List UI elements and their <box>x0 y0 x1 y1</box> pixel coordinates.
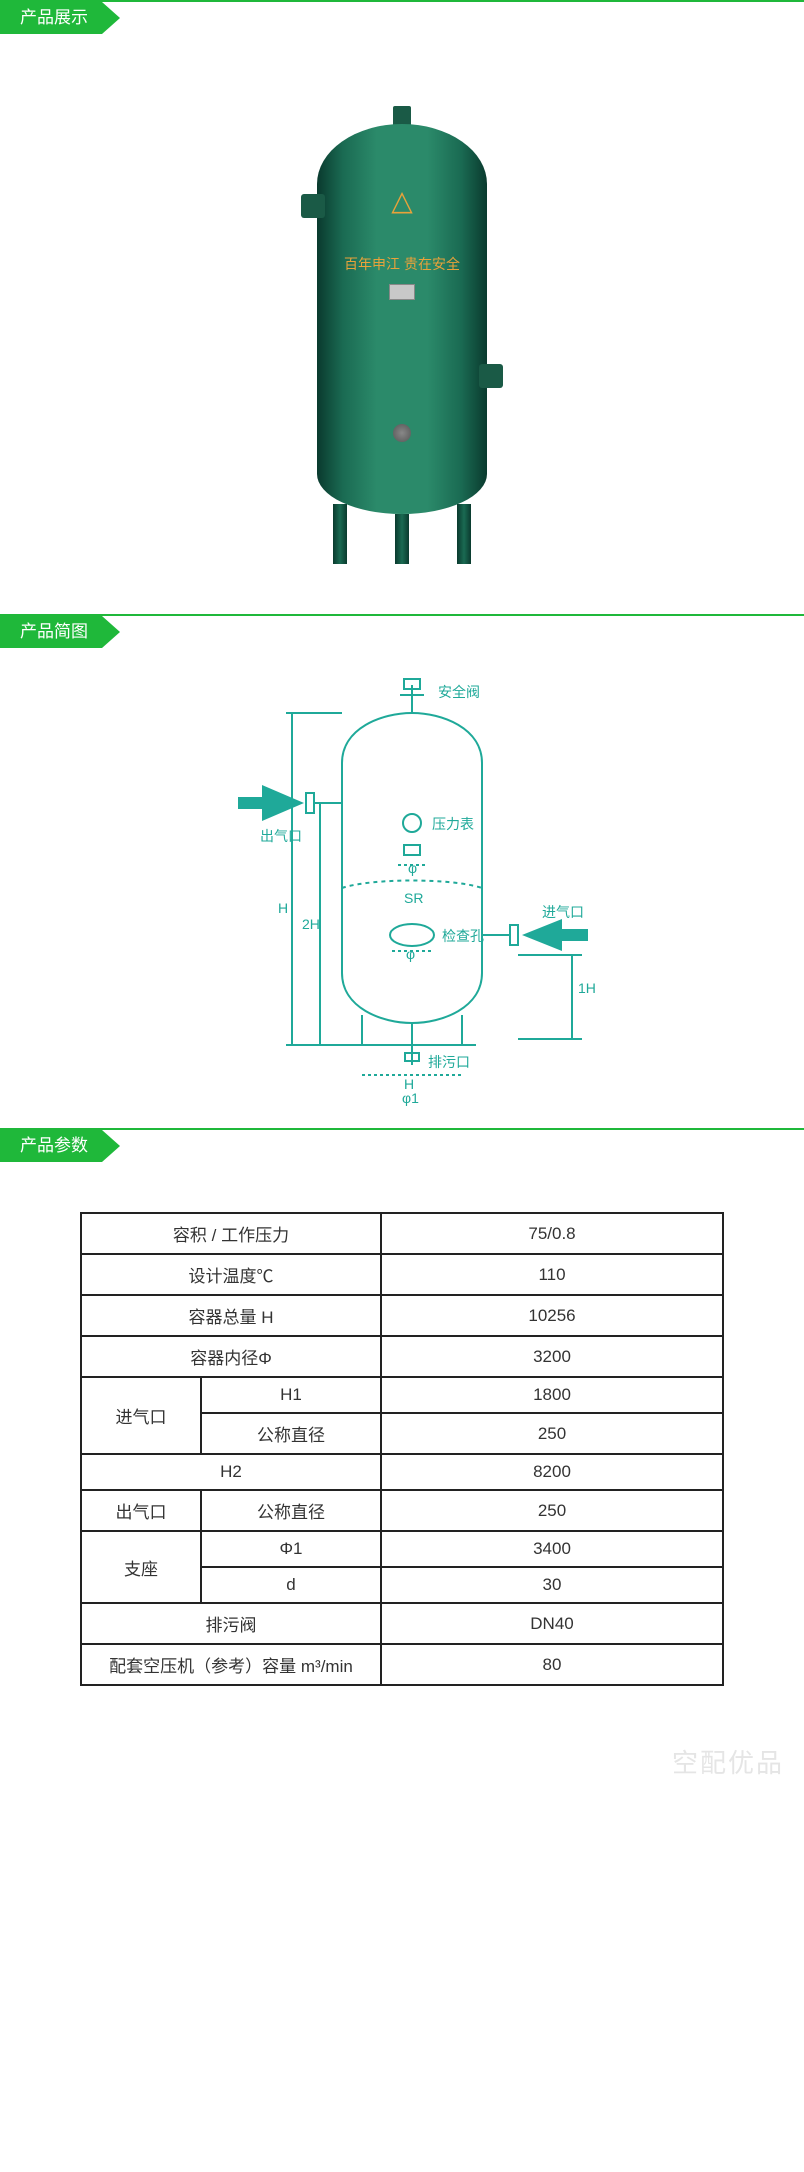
spec-value: 8200 <box>381 1454 723 1490</box>
header-accent <box>0 2 10 34</box>
header-chevron <box>102 616 120 648</box>
product-showcase-area: △ 百年申江 贵在安全 <box>0 44 804 614</box>
spec-sub: d <box>201 1567 381 1603</box>
spec-label: 设计温度℃ <box>81 1254 381 1295</box>
spec-label: 容器内径Φ <box>81 1336 381 1377</box>
label-sr: SR <box>404 890 423 906</box>
label-phi-small: φ <box>408 860 417 876</box>
spec-value: 80 <box>381 1644 723 1685</box>
table-row: 出气口公称直径250 <box>81 1490 723 1531</box>
tank-flange-left <box>301 194 325 218</box>
tank-leg-mid <box>395 514 409 564</box>
spec-value: DN40 <box>381 1603 723 1644</box>
spec-group: 出气口 <box>81 1490 201 1531</box>
spec-value: 3200 <box>381 1336 723 1377</box>
watermark-area: 空配优品 <box>0 1746 804 1786</box>
tank-nameplate <box>389 284 415 300</box>
spec-value: 10256 <box>381 1295 723 1336</box>
header-label-wrap: 产品参数 <box>10 1130 120 1162</box>
section-title: 产品展示 <box>10 2 102 34</box>
spec-group: 支座 <box>81 1531 201 1603</box>
table-row: 排污阀DN40 <box>81 1603 723 1644</box>
label-phi-hole: φ <box>406 946 415 962</box>
label-pressure-gauge: 压力表 <box>432 816 474 832</box>
table-row: 容器内径Φ3200 <box>81 1336 723 1377</box>
spec-table: 容积 / 工作压力75/0.8 设计温度℃110 容器总量 H10256 容器内… <box>80 1212 724 1686</box>
spec-value: 30 <box>381 1567 723 1603</box>
section-header-diagram: 产品简图 <box>0 614 804 648</box>
label-outlet: 出气口 <box>260 828 302 844</box>
table-row: 容积 / 工作压力75/0.8 <box>81 1213 723 1254</box>
spec-sub: 公称直径 <box>201 1490 381 1531</box>
header-accent <box>0 616 10 648</box>
label-1h: 1H <box>578 980 596 996</box>
label-phi1-bottom: φ1 <box>402 1090 419 1106</box>
tank-body <box>317 124 487 514</box>
spec-value: 75/0.8 <box>381 1213 723 1254</box>
tank-inspection-port <box>393 424 411 442</box>
header-accent <box>0 1130 10 1162</box>
tank-illustration: △ 百年申江 贵在安全 <box>297 94 507 564</box>
tank-flange-right <box>479 364 503 388</box>
tank-slogan: 百年申江 贵在安全 <box>344 254 460 274</box>
spec-label: 配套空压机（参考）容量 m³/min <box>81 1644 381 1685</box>
label-inspection-hole: 检查孔 <box>442 928 484 944</box>
spec-sub: Φ1 <box>201 1531 381 1567</box>
header-chevron <box>102 2 120 34</box>
tank-leg-right <box>457 504 471 564</box>
spec-label: 容器总量 H <box>81 1295 381 1336</box>
label-safety-valve: 安全阀 <box>438 684 480 700</box>
spec-value: 1800 <box>381 1377 723 1413</box>
spec-sub: H1 <box>201 1377 381 1413</box>
watermark-text: 空配优品 <box>672 1743 784 1780</box>
header-chevron <box>102 1130 120 1162</box>
header-label-wrap: 产品展示 <box>10 2 120 34</box>
section-title: 产品参数 <box>10 1130 102 1162</box>
spec-value: 3400 <box>381 1531 723 1567</box>
table-row: 进气口H11800 <box>81 1377 723 1413</box>
label-H: H <box>278 900 288 916</box>
table-row: 设计温度℃110 <box>81 1254 723 1295</box>
spec-value: 250 <box>381 1490 723 1531</box>
spec-group: 进气口 <box>81 1377 201 1454</box>
product-diagram-area: 安全阀 压力表 φ SR 检查孔 φ 出气口 进气口 1H <box>0 658 804 1128</box>
section-title: 产品简图 <box>10 616 102 648</box>
spec-tbody: 容积 / 工作压力75/0.8 设计温度℃110 容器总量 H10256 容器内… <box>81 1213 723 1685</box>
spec-label: 容积 / 工作压力 <box>81 1213 381 1254</box>
table-row: H28200 <box>81 1454 723 1490</box>
table-row: 容器总量 H10256 <box>81 1295 723 1336</box>
section-header-showcase: 产品展示 <box>0 0 804 34</box>
label-inlet: 进气口 <box>542 904 584 920</box>
spec-value: 250 <box>381 1413 723 1454</box>
label-drain: 排污口 <box>428 1054 470 1070</box>
header-label-wrap: 产品简图 <box>10 616 120 648</box>
table-row: 支座Φ13400 <box>81 1531 723 1567</box>
tank-leg-left <box>333 504 347 564</box>
table-row: 配套空压机（参考）容量 m³/min80 <box>81 1644 723 1685</box>
spec-value: 110 <box>381 1254 723 1295</box>
spec-sub: 公称直径 <box>201 1413 381 1454</box>
tank-logo-icon: △ <box>391 184 413 217</box>
section-header-params: 产品参数 <box>0 1128 804 1162</box>
spec-label: 排污阀 <box>81 1603 381 1644</box>
spec-label: H2 <box>81 1454 381 1490</box>
label-2H: 2H <box>302 916 320 932</box>
spec-table-wrap: 容积 / 工作压力75/0.8 设计温度℃110 容器总量 H10256 容器内… <box>0 1172 804 1746</box>
tank-schematic-svg: 安全阀 压力表 φ SR 检查孔 φ 出气口 进气口 1H <box>142 673 662 1113</box>
